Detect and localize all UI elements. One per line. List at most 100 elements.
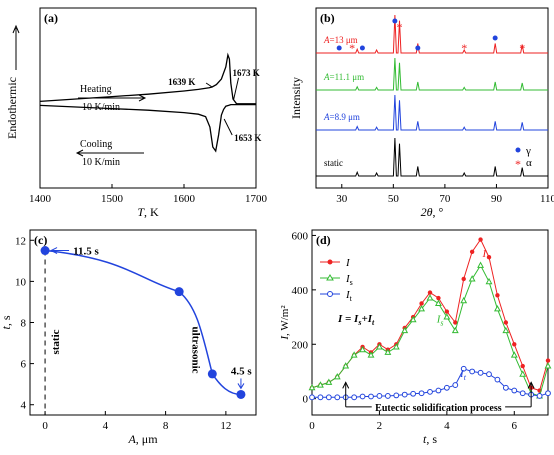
panel-d-point (418, 390, 425, 397)
panel-d-point (477, 369, 484, 376)
panel-b-series-line (316, 137, 548, 177)
panel-d-xtick-label: 6 (512, 420, 518, 432)
panel-c-point (174, 287, 184, 297)
panel-b-legend-gamma-symbol (515, 147, 521, 153)
panel-a-xtick-label: 1700 (245, 193, 268, 205)
panel-d-series-label: I (481, 248, 487, 260)
panel-a-frame (39, 7, 257, 189)
panel-d-point (325, 378, 333, 385)
panel-d-point (317, 394, 324, 401)
panel-d-point (519, 370, 527, 377)
panel-d-point (443, 384, 450, 391)
panel-d-legend-entry: Is (345, 273, 353, 287)
panel-a-annotation-pointer (205, 82, 213, 88)
panel-a-label: (a) (44, 11, 58, 25)
panel-b-label: (b) (320, 11, 335, 25)
panel-c-xlabel: A, μm (127, 432, 158, 446)
panel-c-xtick-label: 4 (103, 420, 109, 432)
panel-d-point (350, 351, 358, 358)
panel-b-xtick-label: 70 (439, 193, 451, 205)
panel-c-ytick-label: 4 (21, 400, 27, 412)
panel-d-point (486, 371, 492, 378)
panel-d-eutectic-label: Eutectic solidification process (375, 403, 502, 414)
panel-a-annotation-pointer (223, 118, 233, 136)
panel-c: (c) 0 4 8 12 4 6 8 10 12 A, μm t, s 11.5 s 4.5 s stati… (0, 229, 257, 446)
panel-d-ytick-label: 600 (292, 230, 309, 242)
panel-c-frame (29, 229, 257, 416)
panel-c-ytick-label: 10 (15, 276, 27, 288)
panel-d-point (469, 249, 475, 254)
panel-d-xtick-label: 4 (444, 420, 450, 432)
panel-d-legend-marker (326, 274, 334, 281)
panel-d-ytick-label: 200 (292, 339, 309, 351)
panel-a-series-cooling (39, 103, 256, 153)
panel-d-point (384, 348, 392, 355)
panel-d-point (478, 237, 483, 242)
panel-a-ylabel-arrowhead (12, 24, 20, 34)
panel-d-legend-marker (327, 259, 333, 265)
panel-d-point (545, 390, 551, 397)
panel-a-xtick-label: 1400 (29, 193, 52, 205)
panel-a-annotation-pointer (233, 77, 240, 100)
panel-b-alpha-marker: * (349, 41, 355, 55)
panel-b-legend-alpha: α (526, 157, 532, 169)
panel-b-series-line (316, 14, 548, 54)
panel-d-legend-entry: I (345, 257, 351, 269)
panel-c-annotation: 4.5 s (231, 365, 253, 377)
panel-c-annotation-arrowhead (237, 383, 245, 390)
panel-d-point (351, 394, 358, 401)
panel-b-gamma-marker (359, 45, 365, 51)
panel-b-legend-gamma: γ (525, 145, 531, 157)
panel-d-point (309, 394, 315, 401)
panel-a-cooling-rate: 10 K/min (82, 157, 120, 168)
panel-d-series-label: It (459, 368, 467, 382)
panel-d-point (410, 390, 417, 397)
panel-d-point (520, 363, 525, 369)
panel-d-point (401, 326, 409, 334)
panel-c-ylabel: t, s (0, 315, 13, 329)
panel-d-point (493, 305, 501, 312)
panel-d-point (451, 326, 459, 334)
panel-a-heating-label: Heating (80, 84, 112, 95)
panel-d-point (545, 358, 551, 363)
panel-d-point (453, 320, 458, 325)
panel-c-ytick-label: 12 (15, 235, 26, 247)
panel-d-ytick-label: 400 (292, 285, 309, 297)
panel-b-frame (315, 7, 549, 189)
panel-d-point (477, 261, 485, 268)
panel-d-point (494, 376, 501, 383)
panel-d-point (427, 388, 433, 395)
panel-a-cooling-arrowhead (75, 149, 84, 157)
panel-c-curve (44, 249, 241, 396)
panel-c-annotation: 11.5 s (73, 246, 99, 258)
panel-b-alpha-marker: * (461, 41, 467, 55)
panel-c-point (236, 389, 246, 399)
panel-d-point (460, 365, 467, 372)
panel-b-series-line (316, 94, 548, 131)
panel-d-point (419, 301, 424, 306)
panel-c-point (40, 246, 50, 256)
panel-d-xlabel: t, s (423, 432, 437, 446)
panel-d-point (452, 382, 459, 388)
panel-a-xtick-label: 1600 (173, 193, 196, 205)
panel-d-frame (311, 229, 549, 416)
panel-d-equation: I = Is+It (337, 313, 375, 327)
panel-d-point (444, 309, 450, 314)
panel-c-label: (c) (34, 233, 47, 247)
panel-c-annotation-arrowhead (49, 247, 58, 255)
panel-d-point (308, 383, 316, 391)
panel-d-point (460, 296, 468, 304)
panel-d-point (512, 342, 517, 347)
panel-d-point (486, 255, 492, 260)
panel-d-point (376, 393, 383, 399)
panel-c-static-label: static (50, 329, 62, 354)
panel-d-point (503, 320, 509, 325)
panel-a-series-heating (39, 52, 256, 105)
panel-b-gamma-marker (415, 45, 421, 51)
panel-d-point (384, 393, 391, 399)
panel-c-point (207, 369, 217, 379)
panel-c-xtick-label: 12 (220, 420, 231, 432)
panel-d-point (342, 362, 350, 369)
panel-b-alpha-marker: * (519, 41, 525, 55)
